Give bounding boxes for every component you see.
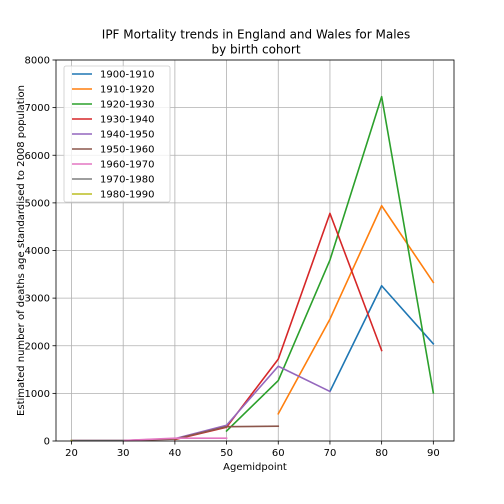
legend-frame — [63, 65, 171, 203]
legend-label: 1940-1950 — [100, 130, 155, 141]
series-line-1920-1930 — [225, 95, 435, 433]
legend-label: 1930-1940 — [100, 115, 155, 126]
legend-label: 1920-1930 — [100, 100, 155, 111]
axis-ticks: 20 30 40 50 60 70 80 90 0 1000 2000 3000 4000 5000 600… — [25, 56, 440, 460]
y-tick-label: 4000 — [25, 246, 50, 257]
y-axis-label: Estimated number of deaths age standardi… — [16, 85, 27, 416]
series-lines — [70, 95, 435, 442]
y-tick-label: 2000 — [25, 341, 50, 352]
y-tick-label: 1000 — [25, 389, 50, 400]
y-tick-label: 3000 — [25, 294, 50, 305]
x-axis-label: Agemidpoint — [223, 462, 287, 473]
legend-label: 1900-1910 — [100, 70, 155, 81]
x-tick-label: 20 — [65, 448, 78, 459]
legend: 1900-1910 1910-1920 1920-1930 1930-1940 1940… — [63, 65, 171, 203]
x-tick-label: 80 — [375, 448, 388, 459]
x-tick-label: 70 — [324, 448, 337, 459]
legend-label: 1970-1980 — [100, 175, 155, 186]
y-tick-label: 5000 — [25, 198, 50, 209]
y-tick-label: 7000 — [25, 103, 50, 114]
x-tick-label: 60 — [272, 448, 285, 459]
legend-label: 1950-1960 — [100, 145, 155, 156]
x-tick-label: 40 — [169, 448, 182, 459]
x-tick-label: 50 — [220, 448, 233, 459]
legend-label: 1980-1990 — [100, 190, 155, 201]
chart-title-line-1: IPF Mortality trends in England and Wale… — [102, 28, 410, 42]
series-line-1900-1910 — [328, 284, 435, 393]
y-tick-label: 0 — [44, 437, 50, 448]
legend-label: 1910-1920 — [100, 85, 155, 96]
chart-title-line-2: by birth cohort — [211, 43, 300, 57]
x-tick-label: 90 — [427, 448, 440, 459]
y-tick-label: 8000 — [25, 56, 50, 67]
legend-label: 1960-1970 — [100, 160, 155, 171]
y-tick-label: 6000 — [25, 151, 50, 162]
x-tick-label: 30 — [117, 448, 130, 459]
